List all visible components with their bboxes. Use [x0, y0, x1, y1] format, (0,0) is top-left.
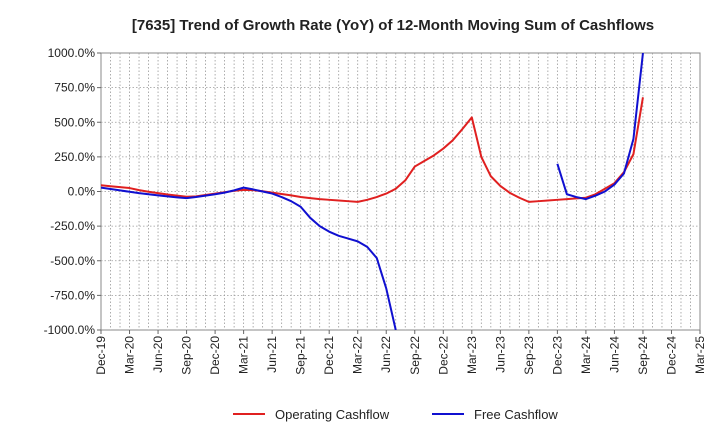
x-tick-label: Mar-23 — [465, 336, 479, 374]
x-tick-label: Dec-20 — [208, 336, 222, 375]
series-line-free-cashflow — [556, 53, 644, 201]
y-tick-label: 750.0% — [54, 81, 95, 95]
series-line-free-cashflow — [101, 186, 397, 330]
chart-title: [7635] Trend of Growth Rate (YoY) of 12-… — [132, 17, 654, 34]
y-tick-label: -250.0% — [50, 219, 95, 233]
x-tick-label: Sep-23 — [522, 336, 536, 375]
x-tick-label: Dec-22 — [436, 336, 450, 375]
legend: Operating Cashflow Free Cashflow — [233, 407, 558, 422]
grid-layer — [100, 52, 701, 331]
y-tick-label: -750.0% — [50, 288, 95, 302]
x-tick-label: Dec-23 — [550, 336, 564, 375]
y-tick-label: 0.0% — [68, 185, 96, 199]
x-axis-ticks: Dec-19 Mar-20 Jun-20 Sep-20 Dec-20 Mar-21 Jun-… — [94, 330, 707, 375]
y-tick-label: 1000.0% — [48, 46, 96, 60]
y-tick-label: 250.0% — [54, 150, 95, 164]
y-axis-ticks: 1000.0% 750.0% 500.0% 250.0% 0.0% -250.0% -500… — [44, 46, 101, 337]
x-tick-label: Jun-20 — [151, 336, 165, 373]
legend-label: Free Cashflow — [474, 407, 558, 422]
x-tick-label: Sep-20 — [180, 336, 194, 375]
series-layer — [101, 53, 644, 330]
plot-frame — [100, 52, 701, 331]
y-tick-label: -1000.0% — [44, 323, 96, 337]
series-line-operating-cashflow — [101, 97, 644, 203]
x-tick-label: Jun-23 — [493, 336, 507, 373]
x-tick-label: Dec-21 — [322, 336, 336, 375]
x-tick-label: Mar-25 — [693, 336, 707, 374]
x-tick-label: Mar-22 — [351, 336, 365, 374]
x-tick-label: Sep-24 — [636, 336, 650, 375]
x-tick-label: Jun-21 — [265, 336, 279, 373]
legend-label: Operating Cashflow — [275, 407, 390, 422]
x-tick-label: Jun-24 — [607, 336, 621, 373]
x-tick-label: Mar-21 — [237, 336, 251, 374]
x-tick-label: Dec-19 — [94, 336, 108, 375]
x-tick-label: Sep-22 — [408, 336, 422, 375]
x-tick-label: Mar-24 — [579, 336, 593, 374]
x-tick-label: Dec-24 — [664, 336, 678, 375]
x-tick-label: Jun-22 — [379, 336, 393, 373]
x-tick-label: Mar-20 — [123, 336, 137, 374]
y-tick-label: 500.0% — [54, 115, 95, 129]
x-tick-label: Sep-21 — [294, 336, 308, 375]
y-tick-label: -500.0% — [50, 254, 95, 268]
